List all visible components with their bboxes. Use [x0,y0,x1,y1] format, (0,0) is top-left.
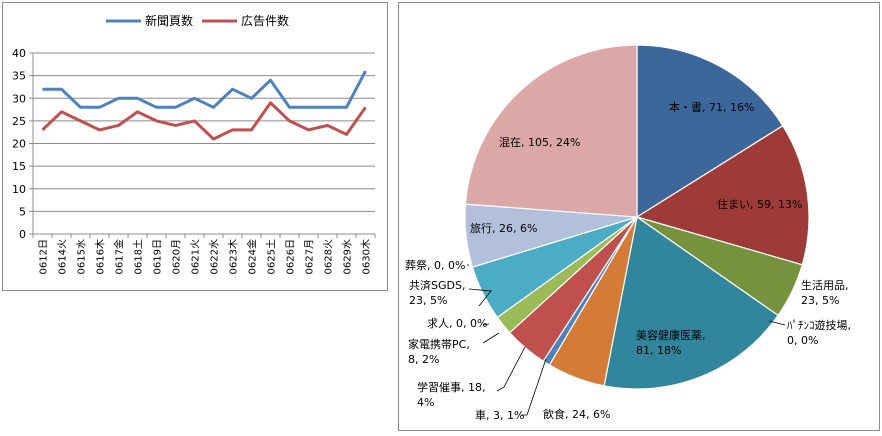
slice-label: 共済SGDS, [409,278,465,292]
series-line [41,101,367,141]
y-tick-label: 5 [19,205,26,218]
pie-slice [636,44,784,219]
leader-line [768,320,786,326]
y-tick-label: 20 [12,138,26,151]
slice-label: 本・書, 71, 16% [669,100,754,114]
y-tick-label: 35 [12,70,26,83]
slice-label: 美容健康医薬, [636,328,706,342]
legend-label: 広告件数 [241,13,289,28]
y-tick-label: 0 [19,228,26,241]
slice-label: 求人, 0, 0% [427,317,487,330]
slice-label: 学習催事, 18, [417,380,486,394]
slice-label: 車, 3, 1% [475,408,524,422]
legend-label: 新聞頁数 [145,13,193,28]
x-tick-label: 0614火 [57,239,69,274]
slice-label: 81, 18% [636,344,681,357]
x-tick-label: 0622水 [209,239,221,274]
x-tick-label: 0621火 [190,239,202,274]
pie-slice [464,44,638,218]
x-tick-label: 0624金 [246,239,259,274]
x-tick-label: 0623木 [228,239,240,274]
leader-line [482,332,500,344]
line-chart-panel: 0 5 10 15 20 25 30 35 40 0612日 0614火 0615水 0616木 0617… [2,2,388,291]
x-tick-label: 0620月 [171,239,183,274]
slice-label: 23, 5% [409,294,447,307]
y-tick-label: 40 [12,47,26,60]
slice-label: 葬祭, 0, 0% [405,259,465,272]
line-chart: 0 5 10 15 20 25 30 35 40 0612日 0614火 0615水 0616木 0617… [12,13,376,274]
x-tick-label: 0619日 [153,239,164,274]
slice-label: 4% [417,396,434,409]
pie-slice [635,124,810,266]
x-tick-label: 0617金 [113,239,126,274]
pie-chart-panel: 本・書, 71, 16% 住まい, 59, 13% 生活用品, 23, 5% ﾊﾟﾁﾝｺ… [398,2,880,431]
x-tick-label: 0628火 [323,239,335,274]
pie-slice [603,215,779,390]
x-tick-label: 0625土 [265,239,278,274]
slice-label: ﾊﾟﾁﾝｺ遊技場, [787,318,851,332]
y-tick-label: 30 [12,92,26,105]
slice-label: 住まい, 59, 13% [717,197,802,211]
x-tick-label: 0612日 [39,239,50,274]
slice-label: 8, 2% [408,353,439,366]
y-tick-label: 10 [12,183,26,196]
y-tick-label: 25 [12,115,26,128]
x-tick-label: 0629水 [342,239,354,274]
x-tick-label: 0616木 [95,239,107,274]
leader-line [521,358,547,416]
leader-line [496,346,526,392]
x-tick-label: 0626日 [286,239,297,274]
slice-label: 旅行, 26, 6% [470,221,537,235]
leader-line [482,323,490,326]
slice-label: 0, 0% [787,334,818,347]
slice-label: 家電携帯PC, [408,337,470,351]
leader-line [468,288,492,307]
x-tick-label: 0615水 [76,239,88,274]
slice-label: 飲食, 24, 6% [543,407,610,421]
slice-label: 生活用品, [801,278,849,292]
slice-label: 混在, 105, 24% [499,136,580,149]
x-tick-label: 0627月 [304,239,316,274]
series-line [42,70,367,109]
x-tick-label: 0618土 [132,239,145,274]
y-tick-label: 15 [12,160,26,173]
slice-label: 23, 5% [801,294,839,307]
pie-chart: 本・書, 71, 16% 住まい, 59, 13% 生活用品, 23, 5% ﾊﾟﾁﾝｺ… [405,44,851,422]
x-tick-label: 0630木 [361,239,373,274]
